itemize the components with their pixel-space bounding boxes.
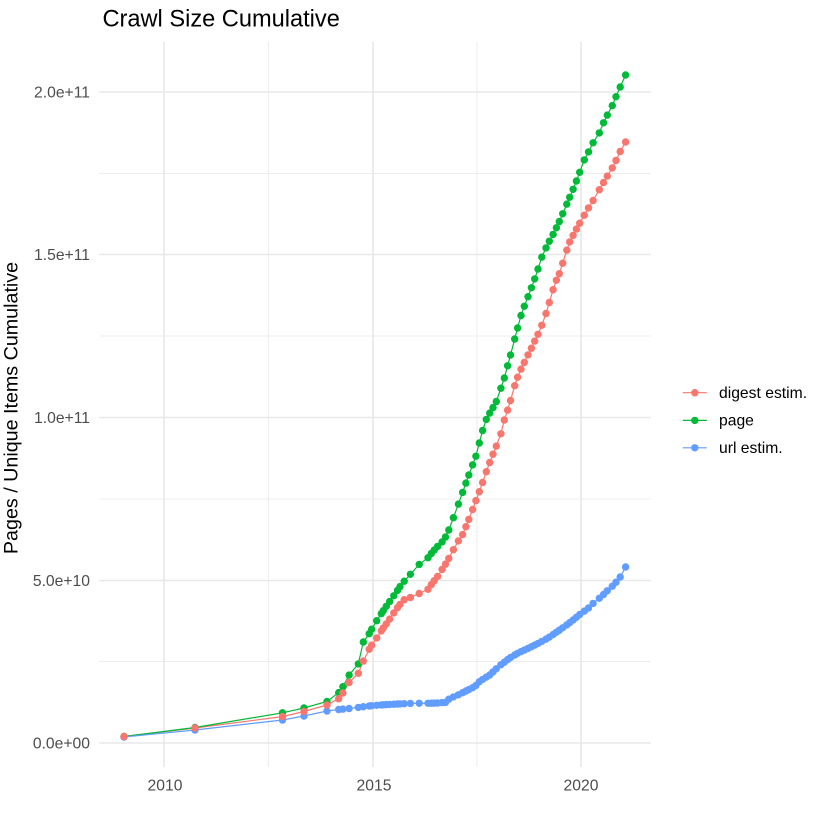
svg-text:1.5e+11: 1.5e+11 xyxy=(34,247,90,264)
svg-text:5.0e+10: 5.0e+10 xyxy=(33,573,90,590)
svg-text:2.0e+11: 2.0e+11 xyxy=(34,85,90,102)
svg-text:1.0e+11: 1.0e+11 xyxy=(34,410,90,427)
svg-text:Crawl Size Cumulative: Crawl Size Cumulative xyxy=(103,7,340,33)
svg-text:digest estim.: digest estim. xyxy=(719,385,807,402)
svg-text:0.0e+00: 0.0e+00 xyxy=(33,736,90,753)
svg-text:2010: 2010 xyxy=(148,778,183,795)
svg-text:url estim.: url estim. xyxy=(719,440,783,457)
svg-text:2020: 2020 xyxy=(564,778,599,795)
svg-text:2015: 2015 xyxy=(357,778,392,795)
svg-text:page: page xyxy=(719,413,754,430)
svg-text:Pages / Unique Items Cumulativ: Pages / Unique Items Cumulative xyxy=(1,262,23,554)
